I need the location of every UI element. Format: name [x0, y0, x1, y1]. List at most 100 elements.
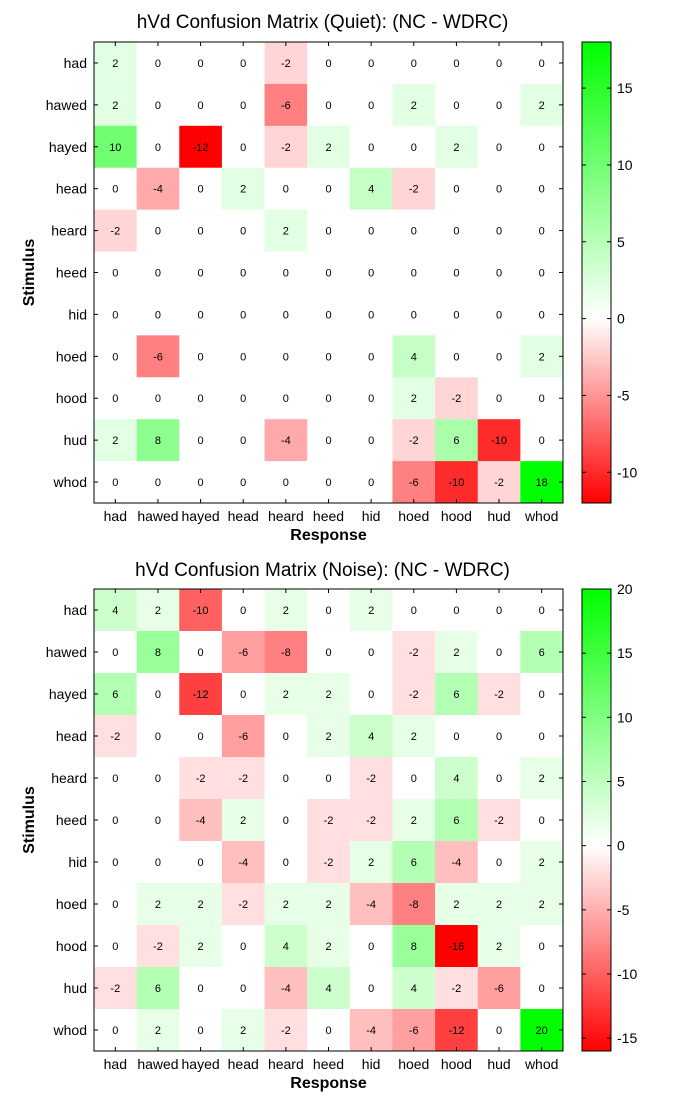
colorbar-tick-label: 0 — [617, 311, 625, 327]
heatmap-cell — [94, 841, 138, 884]
heatmap-cell — [435, 377, 479, 420]
cell-value-label: 0 — [198, 226, 204, 238]
cell-value-label: -2 — [196, 773, 206, 785]
heatmap-cell — [264, 967, 308, 1010]
cell-value-label: 0 — [240, 689, 246, 701]
cell-value-label: 0 — [240, 393, 246, 405]
colorbar-tick-label: -10 — [617, 966, 637, 982]
heatmap-cell — [179, 461, 223, 504]
cell-value-label: -4 — [281, 983, 291, 995]
cell-value-label: 0 — [411, 226, 417, 238]
cell-value-label: 4 — [325, 983, 331, 995]
cell-value-label: -8 — [281, 647, 291, 659]
cell-value-label: 2 — [411, 731, 417, 743]
heatmap-cell — [435, 757, 479, 800]
heatmap-cell — [520, 461, 564, 504]
chart-title: hVd Confusion Matrix (Noise): (NC - WDRC… — [135, 560, 510, 581]
cell-value-label: 2 — [539, 100, 545, 112]
colorbar — [581, 588, 612, 1052]
cell-value-label: 0 — [496, 1025, 502, 1037]
cell-value-label: 2 — [325, 689, 331, 701]
cell-value-label: -2 — [494, 689, 504, 701]
heatmap-cell — [264, 631, 308, 674]
cell-value-label: 0 — [496, 605, 502, 617]
heatmap-cell — [392, 841, 436, 884]
cell-value-label: 0 — [112, 268, 118, 280]
cell-value-label: 0 — [325, 393, 331, 405]
cell-value-label: -4 — [153, 184, 163, 196]
heatmap-cell — [392, 251, 436, 294]
cell-value-label: -6 — [238, 731, 248, 743]
cell-value-label: 0 — [283, 393, 289, 405]
x-tick-label: hoed — [398, 508, 429, 524]
cell-value-label: 0 — [112, 477, 118, 489]
heatmap-cell — [136, 83, 180, 127]
heatmap-cell — [94, 377, 138, 420]
y-tick-label: hoed — [56, 348, 87, 364]
cell-value-label: 0 — [368, 268, 374, 280]
heatmap-cell — [520, 673, 564, 716]
cell-value-label: 0 — [198, 100, 204, 112]
heatmap-cell — [307, 631, 351, 674]
heatmap-cell — [392, 799, 436, 842]
heatmap-cell — [264, 757, 308, 800]
heatmap-cell — [221, 883, 265, 926]
y-tick-label: heed — [56, 265, 87, 281]
cell-value-label: 0 — [368, 983, 374, 995]
cell-value-label: 0 — [112, 941, 118, 953]
cell-value-label: 2 — [112, 100, 118, 112]
heatmap-cell — [477, 419, 521, 462]
cell-value-label: 0 — [155, 142, 161, 154]
heatmap-cell — [477, 757, 521, 800]
heatmap-cell — [179, 209, 223, 252]
cell-value-label: 2 — [198, 941, 204, 953]
heatmap-cell — [520, 1009, 564, 1052]
cell-value-label: 2 — [368, 605, 374, 617]
colorbar-tick-label: 10 — [617, 157, 633, 173]
heatmap-cell — [94, 209, 138, 252]
cell-value-label: 0 — [325, 605, 331, 617]
heatmap-cell — [94, 1009, 138, 1052]
colorbar-tick-label: 5 — [617, 774, 625, 790]
cell-value-label: 0 — [496, 857, 502, 869]
cell-value-label: 0 — [283, 773, 289, 785]
colorbar-tick-label: 5 — [617, 234, 625, 250]
cell-value-label: 0 — [325, 435, 331, 447]
cell-value-label: 0 — [453, 226, 459, 238]
cell-value-label: 0 — [198, 351, 204, 363]
cell-value-label: 6 — [539, 647, 545, 659]
heatmap-cell — [264, 293, 308, 336]
cell-value-label: 0 — [539, 142, 545, 154]
cell-value-label: 0 — [198, 983, 204, 995]
cell-value-label: 2 — [240, 184, 246, 196]
x-tick-label: hayed — [182, 508, 220, 524]
cell-value-label: 0 — [198, 435, 204, 447]
cell-value-label: 0 — [325, 309, 331, 321]
heatmap-cell — [94, 293, 138, 336]
y-tick-label: hayed — [49, 139, 87, 155]
colorbar — [581, 41, 612, 504]
heatmap-cell — [435, 167, 479, 211]
heatmap-cell — [179, 967, 223, 1010]
cell-value-label: 0 — [240, 477, 246, 489]
cell-value-label: 0 — [198, 647, 204, 659]
heatmap-panel-2: hVd Confusion Matrix (Noise): (NC - WDRC… — [21, 560, 637, 1092]
cell-value-label: 0 — [283, 477, 289, 489]
colorbar-tick-label: 20 — [617, 581, 633, 597]
heatmap-cell — [94, 83, 138, 127]
x-tick-label: heed — [313, 508, 344, 524]
heatmap-cell — [221, 967, 265, 1010]
heatmap-cell — [307, 42, 351, 85]
cell-value-label: 0 — [198, 184, 204, 196]
heatmap-cell — [94, 757, 138, 800]
cell-value-label: 0 — [283, 268, 289, 280]
heatmap-cell — [136, 461, 180, 504]
cell-value-label: -2 — [409, 435, 419, 447]
cell-value-label: 0 — [155, 58, 161, 70]
cell-value-label: 0 — [411, 773, 417, 785]
cell-value-label: 0 — [325, 1025, 331, 1037]
heatmap-cell — [264, 1009, 308, 1052]
heatmap-cell — [520, 125, 564, 169]
cell-value-label: 6 — [411, 857, 417, 869]
cell-value-label: 0 — [539, 689, 545, 701]
